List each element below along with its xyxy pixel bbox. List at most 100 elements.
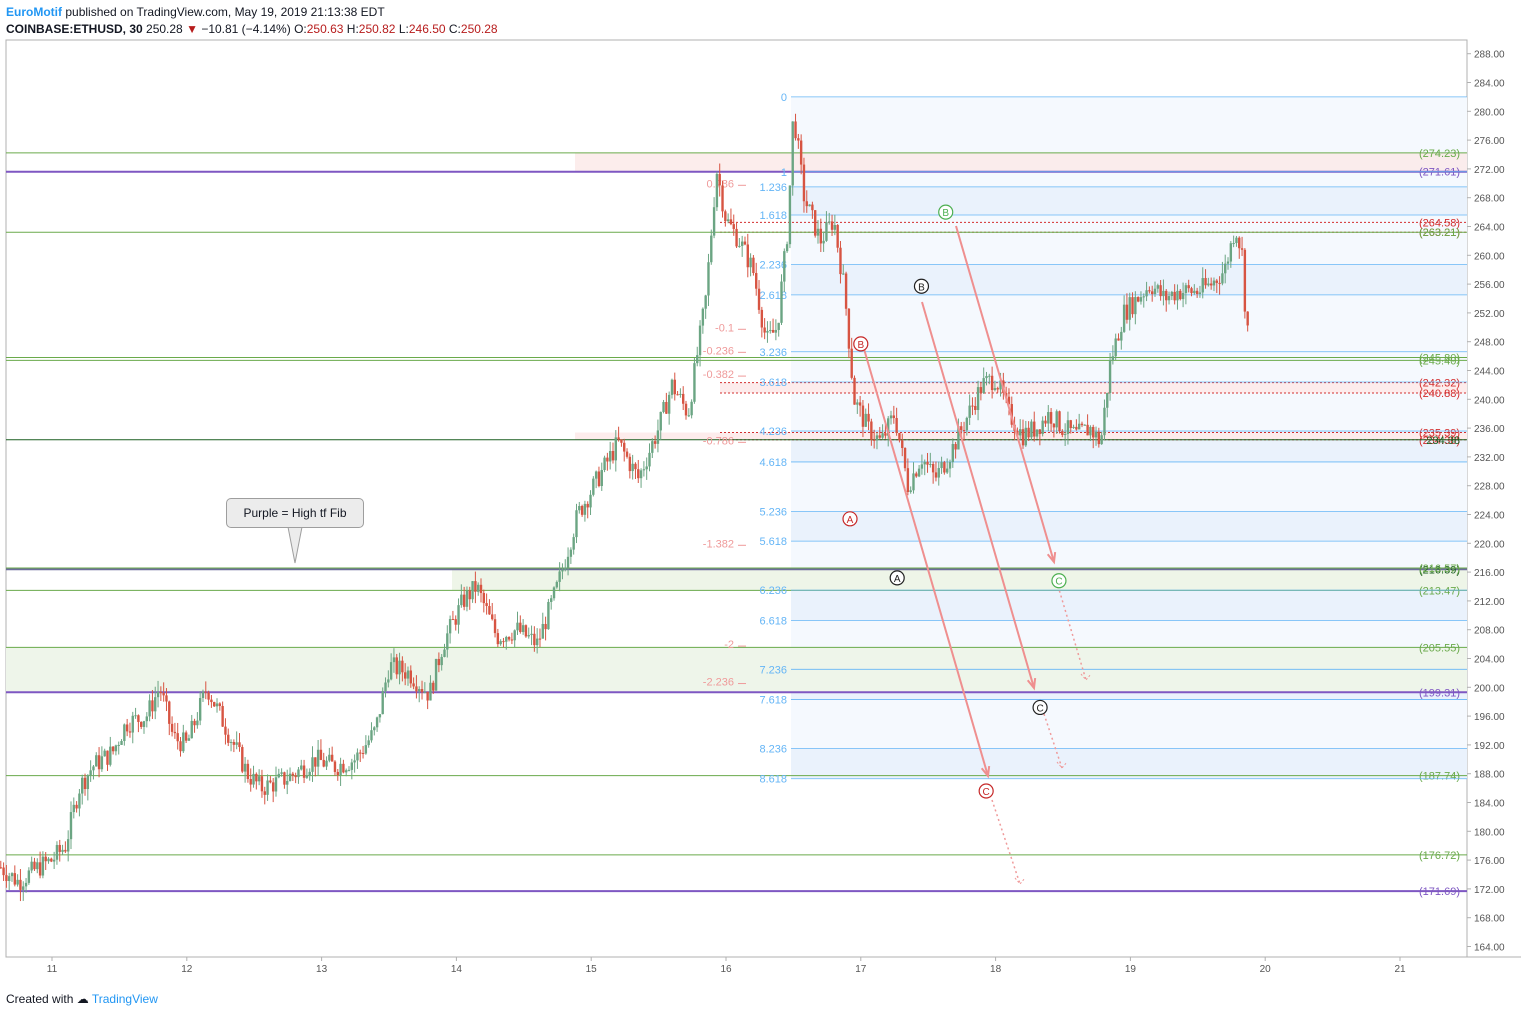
y-tick-label: 224.00 <box>1474 511 1505 522</box>
candle-body <box>856 402 859 405</box>
candle-body <box>1238 237 1241 249</box>
candle-body <box>1229 243 1233 262</box>
fib-band <box>791 590 1467 621</box>
fib-band <box>791 511 1467 542</box>
candle-body <box>603 457 606 470</box>
candle-body <box>785 244 789 252</box>
candle-body <box>569 549 573 557</box>
candle-body <box>1069 420 1072 429</box>
y-tick-label: 172.00 <box>1474 885 1505 896</box>
level-label: (216.57) <box>1419 563 1460 575</box>
candle-body <box>673 379 676 395</box>
candle-body <box>64 849 67 852</box>
red-fib-label: -0.382 <box>703 369 734 381</box>
y-tick-label: 260.00 <box>1474 251 1505 262</box>
candle-body <box>465 590 469 607</box>
candle-body <box>521 625 525 632</box>
candle-body <box>499 641 502 645</box>
candle-body <box>1209 283 1213 286</box>
candle-body <box>359 752 362 754</box>
candle-body <box>937 468 940 478</box>
candle-body <box>940 462 943 469</box>
candle-body <box>648 452 651 467</box>
candle-body <box>839 247 842 275</box>
level-label: (187.74) <box>1419 771 1460 783</box>
candle-body <box>861 405 865 427</box>
candle-body <box>889 415 893 419</box>
candle-body <box>1176 290 1179 301</box>
candle-body <box>491 614 494 620</box>
low-label: L: <box>398 22 409 36</box>
fib-band <box>791 748 1467 779</box>
candle-body <box>423 691 427 693</box>
candle-body <box>2 867 5 876</box>
candle-body <box>476 584 480 592</box>
candle-body <box>125 724 129 732</box>
candle-body <box>184 732 188 741</box>
candle-body <box>1007 396 1011 405</box>
candle-body <box>968 405 971 418</box>
fib-level-label: 1.236 <box>759 182 787 194</box>
candle-body <box>395 657 398 675</box>
candle-body <box>600 469 603 487</box>
candle-body <box>280 772 283 774</box>
candle-body <box>544 623 547 630</box>
candle-body <box>1198 292 1202 294</box>
author-link[interactable]: EuroMotif <box>6 5 62 19</box>
y-tick-label: 268.00 <box>1474 194 1505 205</box>
candle-body <box>620 439 623 443</box>
candle-body <box>384 682 387 692</box>
candle-body <box>566 556 570 568</box>
candle-body <box>277 773 281 778</box>
candle-body <box>971 405 974 407</box>
candle-body <box>878 435 881 438</box>
candle-body <box>1159 285 1162 297</box>
candle-body <box>701 308 705 326</box>
candle-body <box>926 461 929 465</box>
candle-body <box>1058 411 1061 432</box>
candle-body <box>1218 282 1221 284</box>
candle-body <box>246 763 250 780</box>
candle-body <box>884 433 887 436</box>
candle-body <box>1156 285 1160 289</box>
candle-body <box>642 469 646 471</box>
candle-body <box>943 462 946 473</box>
candle-body <box>333 761 337 772</box>
candle-body <box>667 394 671 414</box>
wave-label: C <box>1055 577 1062 588</box>
candle-body <box>533 633 536 646</box>
candle-body <box>260 776 264 792</box>
wave-label: C <box>983 787 990 798</box>
candle-body <box>426 691 429 701</box>
candle-body <box>403 672 407 679</box>
wave-label: B <box>918 282 925 293</box>
y-tick-label: 196.00 <box>1474 712 1505 723</box>
candle-body <box>1187 285 1190 289</box>
candle-body <box>822 240 825 244</box>
candle-body <box>948 461 952 469</box>
candle-body <box>345 770 348 773</box>
candle-body <box>898 433 901 441</box>
candle-body <box>510 639 514 641</box>
tradingview-brand[interactable]: TradingView <box>91 992 158 1006</box>
callout-note[interactable]: Purple = High tf Fib <box>226 498 364 528</box>
y-tick-label: 252.00 <box>1474 309 1505 320</box>
candle-body <box>592 478 595 495</box>
projection-arrow-head <box>1026 677 1037 691</box>
candle-body <box>297 769 300 778</box>
candle-body <box>1075 426 1078 430</box>
y-tick-label: 216.00 <box>1474 568 1505 579</box>
candle-body <box>842 273 845 275</box>
candle-body <box>83 777 87 790</box>
candle-body <box>274 777 278 792</box>
candle-body <box>982 378 985 393</box>
candle-body <box>979 387 983 393</box>
candle-body <box>89 770 92 776</box>
candle-body <box>1142 296 1145 298</box>
candle-body <box>1049 412 1053 424</box>
candle-body <box>69 812 73 840</box>
y-tick-label: 276.00 <box>1474 136 1505 147</box>
wave-label-circle <box>1032 699 1048 716</box>
candle-body <box>637 469 640 479</box>
